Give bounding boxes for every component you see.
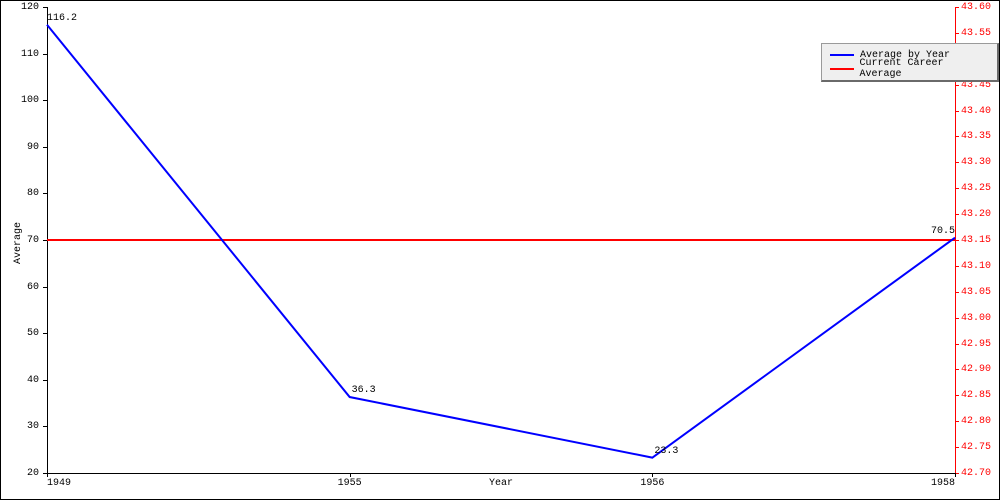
- y-right-tick: [955, 162, 959, 163]
- data-point-label: 70.5: [931, 226, 955, 237]
- legend-label: Current Career Average: [860, 58, 989, 80]
- y-right-tick: [955, 318, 959, 319]
- x-axis: [47, 473, 955, 474]
- y-axis-left-title: Average: [13, 222, 24, 264]
- y-right-tick: [955, 214, 959, 215]
- y-left-tick: [43, 380, 47, 381]
- y-right-tick: [955, 395, 959, 396]
- x-tick: [652, 473, 653, 477]
- data-point-label: 36.3: [352, 385, 376, 396]
- data-point-label: 23.3: [654, 446, 678, 457]
- y-right-tick: [955, 447, 959, 448]
- y-right-tick-label: 43.35: [961, 131, 991, 142]
- y-right-tick-label: 42.90: [961, 364, 991, 375]
- chart-container: 20 30 40 50 60 70 80 90 100 110 120 42.70 42.75 42.80…: [0, 0, 1000, 500]
- y-left-tick-label: 80: [27, 188, 39, 199]
- y-left-tick-label: 30: [27, 421, 39, 432]
- y-left-tick-label: 90: [27, 142, 39, 153]
- legend: Average by YearCurrent Career Average: [821, 43, 999, 82]
- legend-item: Current Career Average: [830, 62, 989, 76]
- y-right-tick: [955, 188, 959, 189]
- y-right-tick-label: 43.00: [961, 313, 991, 324]
- y-left-tick: [43, 333, 47, 334]
- y-left-tick-label: 20: [27, 468, 39, 479]
- y-left-tick: [43, 193, 47, 194]
- y-left-tick-label: 100: [21, 95, 39, 106]
- y-left-tick: [43, 7, 47, 8]
- y-right-tick: [955, 111, 959, 112]
- y-right-tick-label: 43.40: [961, 106, 991, 117]
- y-right-tick: [955, 136, 959, 137]
- legend-swatch: [830, 68, 854, 70]
- x-axis-title: Year: [489, 478, 513, 489]
- y-right-tick-label: 42.85: [961, 390, 991, 401]
- y-left-tick-label: 110: [21, 49, 39, 60]
- x-tick: [350, 473, 351, 477]
- y-right-tick: [955, 369, 959, 370]
- x-tick-label: 1958: [931, 478, 955, 489]
- y-left-tick: [43, 287, 47, 288]
- y-left-tick: [43, 240, 47, 241]
- y-right-tick-label: 43.25: [961, 183, 991, 194]
- y-left-tick: [43, 147, 47, 148]
- y-left-tick-label: 70: [27, 235, 39, 246]
- y-right-tick-label: 43.60: [961, 2, 991, 13]
- y-left-tick: [43, 54, 47, 55]
- x-tick-label: 1955: [338, 478, 362, 489]
- y-right-tick: [955, 85, 959, 86]
- y-left-tick: [43, 426, 47, 427]
- y-left-tick-label: 50: [27, 328, 39, 339]
- y-right-tick-label: 42.80: [961, 416, 991, 427]
- y-right-tick-label: 43.20: [961, 209, 991, 220]
- x-tick: [47, 473, 48, 477]
- y-right-tick: [955, 421, 959, 422]
- y-left-tick-label: 40: [27, 375, 39, 386]
- y-right-tick-label: 42.75: [961, 442, 991, 453]
- y-left-tick: [43, 100, 47, 101]
- y-right-tick-label: 43.15: [961, 235, 991, 246]
- y-left-tick-label: 60: [27, 282, 39, 293]
- y-right-tick: [955, 344, 959, 345]
- legend-swatch: [830, 54, 854, 56]
- x-tick-label: 1949: [47, 478, 71, 489]
- y-axis-left: [47, 7, 48, 473]
- y-right-tick: [955, 7, 959, 8]
- x-tick-label: 1956: [640, 478, 664, 489]
- y-right-tick: [955, 266, 959, 267]
- y-right-tick-label: 42.70: [961, 468, 991, 479]
- y-right-tick: [955, 292, 959, 293]
- y-right-tick-label: 43.55: [961, 28, 991, 39]
- y-right-tick: [955, 33, 959, 34]
- y-right-tick: [955, 240, 959, 241]
- y-right-tick-label: 43.10: [961, 261, 991, 272]
- y-left-tick-label: 120: [21, 2, 39, 13]
- series-average-by-year-line: [47, 25, 955, 458]
- x-tick: [955, 473, 956, 477]
- y-right-tick-label: 43.30: [961, 157, 991, 168]
- y-right-tick-label: 43.05: [961, 287, 991, 298]
- y-right-tick-label: 42.95: [961, 339, 991, 350]
- data-point-label: 116.2: [47, 13, 77, 24]
